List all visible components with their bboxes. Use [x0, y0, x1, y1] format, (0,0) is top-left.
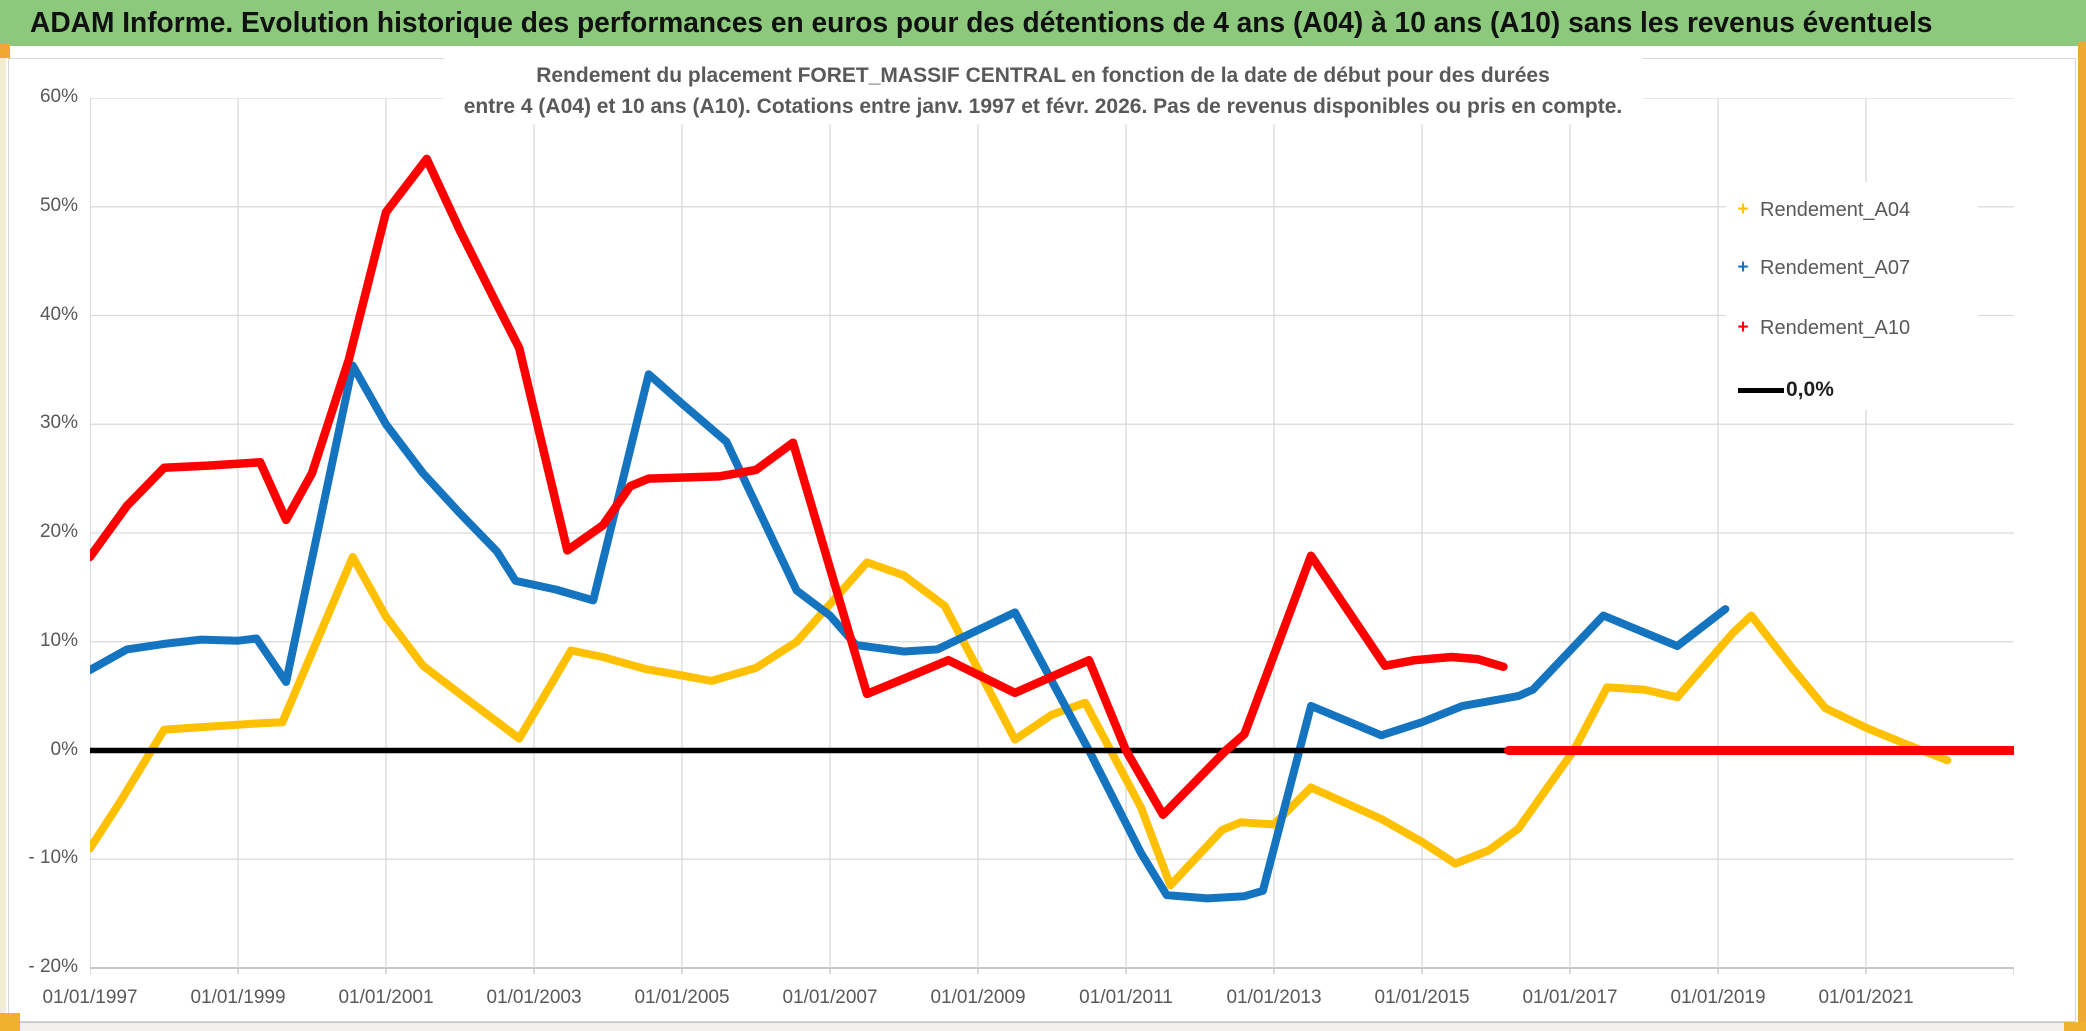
- series-rendement-a04[interactable]: [90, 552, 1952, 890]
- legend-label: Rendement_A07: [1760, 256, 1911, 279]
- x-axis-label: 01/01/2011: [1079, 987, 1173, 1008]
- y-axis-label: 50%: [39, 195, 78, 216]
- left-top-accent: [0, 44, 10, 58]
- x-axis-label: 01/01/2009: [930, 987, 1026, 1008]
- x-axis-label: 01/01/2005: [634, 987, 730, 1008]
- left-edge-strip: [0, 58, 6, 1031]
- legend-label: Rendement_A10: [1760, 316, 1911, 339]
- bottom-left-accent: [0, 1013, 20, 1031]
- zero-line-swatch: [1738, 387, 1784, 393]
- y-axis-label: - 10%: [28, 847, 78, 868]
- app-header: ADAM Informe. Evolution historique des p…: [0, 0, 2086, 46]
- x-axis-label: 01/01/2003: [486, 987, 582, 1008]
- series-rendement-a07[interactable]: [90, 361, 1730, 903]
- x-axis-label: 01/01/1997: [42, 987, 138, 1008]
- chart-title: Rendement du placement FORET_MASSIF CENT…: [443, 58, 1643, 124]
- y-axis-label: 60%: [39, 86, 78, 107]
- plus-marker-icon: +: [1737, 257, 1749, 278]
- y-axis-label: 30%: [39, 412, 78, 433]
- x-axis-label: 01/01/2013: [1226, 987, 1322, 1008]
- y-axis-label: 10%: [39, 630, 78, 651]
- right-edge-accent: [2078, 42, 2086, 1031]
- chart-title-line2: entre 4 (A04) et 10 ans (A10). Cotations…: [463, 95, 1623, 118]
- app-header-title: ADAM Informe. Evolution historique des p…: [30, 6, 1933, 39]
- x-axis-label: 01/01/2007: [782, 987, 878, 1008]
- y-axis-label: - 20%: [28, 956, 78, 977]
- legend-item-rendement-a10[interactable]: + Rendement_A10: [1726, 310, 1910, 346]
- series-rendement-a10[interactable]: [90, 154, 1508, 819]
- bottom-right-accent: [2064, 1022, 2086, 1031]
- x-axis-label: 01/01/2017: [1522, 987, 1618, 1008]
- legend-label: 0,0%: [1786, 378, 1834, 401]
- legend-item-rendement-a07[interactable]: + Rendement_A07: [1726, 250, 1910, 286]
- plot-area[interactable]: [90, 98, 2014, 978]
- x-axis-label: 01/01/2021: [1818, 987, 1914, 1008]
- chart-title-line1: Rendement du placement FORET_MASSIF CENT…: [536, 64, 1550, 87]
- x-axis-label: 01/01/2001: [338, 987, 434, 1008]
- x-axis-label: 01/01/2015: [1374, 987, 1470, 1008]
- legend-item-0-0-[interactable]: 0,0%: [1726, 372, 1834, 408]
- y-axis-label: 0%: [50, 739, 78, 760]
- plus-marker-icon: +: [1737, 199, 1749, 220]
- y-axis-label: 40%: [39, 304, 78, 325]
- x-axis-label: 01/01/2019: [1670, 987, 1766, 1008]
- plus-marker-icon: +: [1737, 317, 1749, 338]
- legend-label: Rendement_A04: [1760, 198, 1911, 221]
- bottom-strip: [0, 1022, 2086, 1031]
- legend: + Rendement_A04 + Rendement_A07 + Rendement…: [1726, 182, 1978, 410]
- y-axis-label: 20%: [39, 521, 78, 542]
- x-axis-label: 01/01/1999: [190, 987, 286, 1008]
- legend-item-rendement-a04[interactable]: + Rendement_A04: [1726, 192, 1910, 228]
